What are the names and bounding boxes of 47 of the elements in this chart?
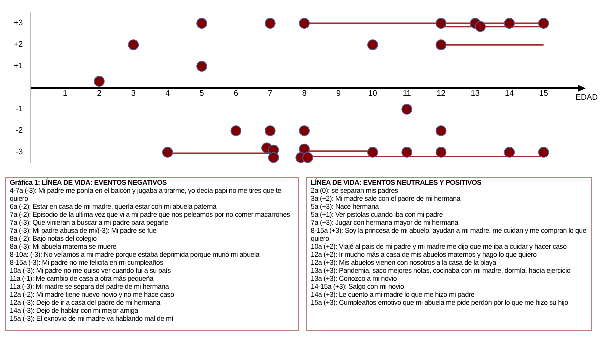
y-tick-label: +2 [14,40,24,50]
point [264,18,276,29]
x-tick-label: 5 [200,89,205,98]
x-tick-label: 15 [539,89,549,98]
y-tick-label: -3 [16,148,24,157]
y-tick-label: +1 [14,62,24,71]
point [475,21,486,32]
x-tick-label: 13 [471,89,480,98]
x-axis-title: EDAD [576,93,598,102]
x-tick-label: 2 [97,89,102,98]
point [436,18,447,29]
x-tick-label: 3 [131,89,136,98]
x-tick-label: 8 [302,89,308,98]
x-tick-label: 14 [505,89,515,98]
x-tick-label: 1 [63,89,68,98]
point [436,126,447,136]
point [196,61,208,72]
x-tick-label: 12 [436,89,446,98]
point [504,147,516,158]
point [368,40,378,50]
point [268,152,280,164]
point [302,152,314,164]
point [94,76,105,87]
point [299,18,310,29]
point [230,126,242,136]
x-tick-label: 11 [402,89,412,98]
x-tick-label: 10 [368,89,378,98]
point [368,147,378,158]
point [504,18,516,29]
y-tick-label: -2 [16,126,24,136]
point [162,147,174,158]
point [402,147,412,158]
x-tick-label: 7 [268,89,274,98]
point [538,147,550,158]
point [538,18,550,29]
x-tick-label: 6 [234,89,239,98]
point [436,147,447,158]
point [264,126,276,136]
point [436,40,447,50]
x-tick-label: 9 [336,89,342,98]
point [128,40,140,50]
x-tick-label: 4 [166,89,171,98]
point [299,126,310,136]
y-tick-label: -1 [16,104,24,114]
y-tick-label: +3 [14,18,24,28]
point [402,104,412,115]
point [196,18,208,29]
